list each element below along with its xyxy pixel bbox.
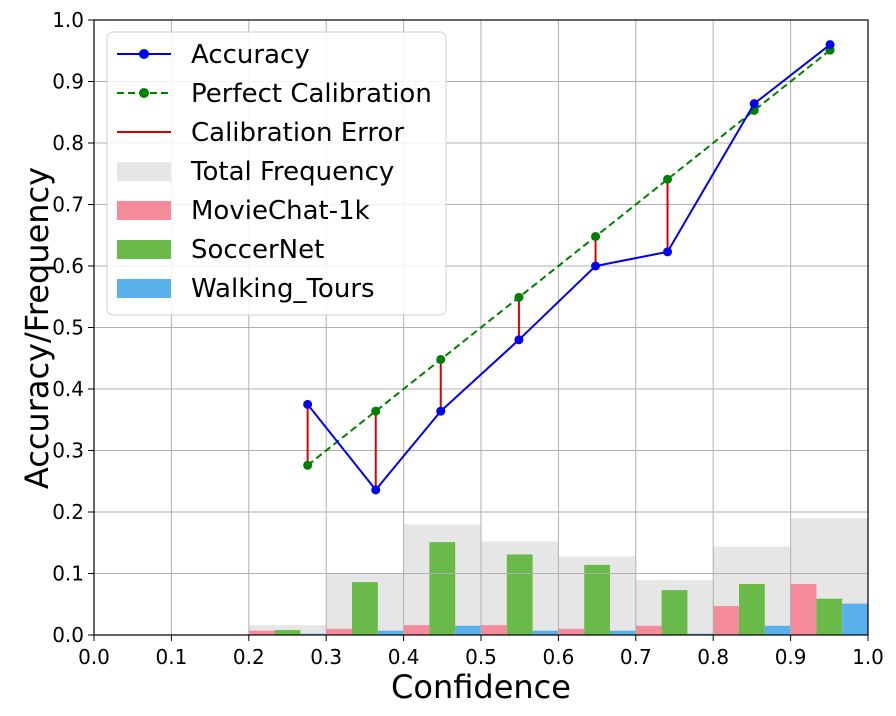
y-tick-label: 0.6 (52, 254, 84, 278)
bar-soccernet (816, 598, 843, 635)
x-tick-label: 0.3 (310, 645, 342, 669)
bar-walking-tours (455, 625, 481, 635)
bar-soccernet (739, 583, 765, 635)
bar-moviechat-1k (481, 625, 507, 635)
frequency-bars (248, 518, 868, 635)
bar-walking-tours (764, 625, 791, 635)
legend-label-accuracy: Accuracy (191, 40, 310, 70)
bar-walking-tours (842, 603, 868, 635)
y-tick-label: 1.0 (52, 8, 84, 32)
x-tick-label: 0.9 (775, 645, 807, 669)
bar-moviechat-1k (713, 606, 739, 635)
x-tick-label: 0.4 (388, 645, 420, 669)
legend-label-perfect-calibration: Perfect Calibration (191, 79, 432, 109)
bar-walking-tours (377, 630, 404, 635)
perfect-calibration-point (663, 174, 673, 184)
bar-total-frequency (248, 625, 327, 635)
bar-soccernet (584, 564, 610, 635)
bar-walking-tours (300, 633, 327, 635)
perfect-calibration-point (303, 460, 313, 470)
bar-moviechat-1k (558, 628, 585, 635)
x-tick-label: 0.5 (465, 645, 497, 669)
bar-moviechat-1k (403, 625, 430, 635)
x-tick-label: 0.1 (155, 645, 187, 669)
y-tick-label: 0.3 (52, 439, 84, 463)
x-axis-title: Confidence (391, 668, 571, 706)
y-tick-label: 0.2 (52, 500, 84, 524)
accuracy-point (514, 335, 524, 345)
bar-soccernet (506, 554, 533, 635)
bar-walking-tours (687, 633, 714, 635)
bar-moviechat-1k (790, 583, 817, 635)
bar-walking-tours (532, 630, 559, 635)
x-tick-label: 1.0 (852, 645, 884, 669)
bar-soccernet (429, 542, 456, 635)
legend: Accuracy Perfect Calibration Calibration E… (106, 31, 447, 316)
axis-ticks: 0.0 0.1 0.2 0.3 0.4 0.5 0.6 0.7 0.8 0.9 1.0 0.0 0.1 0… (52, 8, 884, 669)
accuracy-point (663, 247, 673, 257)
bar-moviechat-1k (635, 625, 662, 635)
calibration-lines (303, 40, 835, 495)
accuracy-point (436, 406, 446, 416)
legend-marker-accuracy (139, 49, 149, 59)
accuracy-point (591, 261, 601, 271)
x-tick-label: 0.7 (620, 645, 652, 669)
legend-swatch-total-frequency (117, 162, 171, 181)
bar-moviechat-1k (326, 628, 352, 635)
bar-walking-tours (610, 630, 636, 635)
bar-soccernet (352, 582, 378, 635)
accuracy-point (825, 40, 835, 50)
perfect-calibration-line (307, 49, 831, 467)
x-tick-label: 0.0 (78, 645, 110, 669)
legend-swatch-soccernet (117, 240, 171, 259)
legend-box (106, 31, 447, 316)
y-tick-label: 0.9 (52, 70, 84, 94)
x-tick-label: 0.2 (233, 645, 265, 669)
legend-label-total-frequency: Total Frequency (190, 157, 394, 187)
y-tick-label: 0.0 (52, 623, 84, 647)
x-tick-label: 0.8 (697, 645, 729, 669)
legend-swatch-moviechat-1k (117, 201, 171, 220)
y-tick-label: 0.7 (52, 193, 84, 217)
perfect-calibration-point (436, 354, 446, 364)
y-tick-label: 0.5 (52, 316, 84, 340)
y-tick-label: 0.8 (52, 131, 84, 155)
accuracy-point (303, 399, 313, 409)
bar-moviechat-1k (248, 630, 275, 635)
legend-label-calibration-error: Calibration Error (191, 118, 404, 148)
y-axis-title: Accuracy/Frequency (18, 167, 56, 489)
accuracy-point (371, 485, 381, 495)
perfect-calibration-point (371, 406, 381, 416)
bar-soccernet (661, 590, 688, 635)
accuracy-line (306, 43, 831, 492)
legend-swatch-walking-tours (117, 279, 171, 298)
y-tick-label: 0.1 (52, 562, 84, 586)
legend-label-walking-tours: Walking_Tours (191, 274, 375, 304)
legend-label-moviechat-1k: MovieChat-1k (191, 196, 370, 226)
y-tick-label: 0.4 (52, 377, 84, 401)
perfect-calibration-point (514, 292, 524, 302)
legend-label-soccernet: SoccerNet (191, 235, 324, 265)
accuracy-point (749, 99, 759, 109)
x-tick-label: 0.6 (542, 645, 574, 669)
perfect-calibration-point (591, 231, 601, 241)
legend-marker-perfect-calibration (139, 88, 149, 98)
bar-soccernet (274, 630, 301, 635)
